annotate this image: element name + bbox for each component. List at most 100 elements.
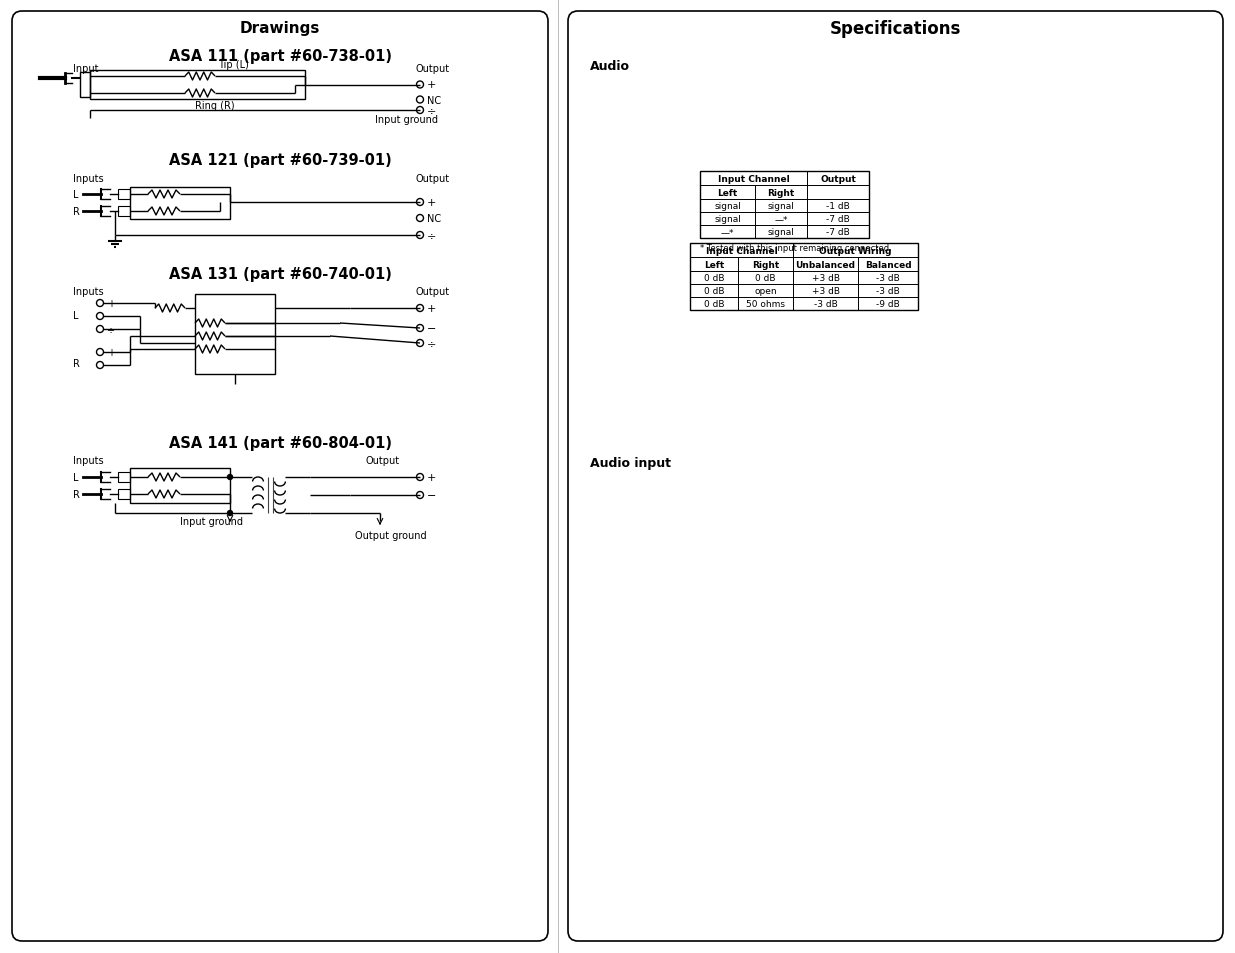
Text: -7 dB: -7 dB [826, 228, 850, 236]
Text: ÷: ÷ [427, 106, 436, 116]
Text: −: − [107, 312, 115, 322]
Text: 0 dB: 0 dB [756, 274, 776, 283]
Text: +: + [427, 198, 436, 208]
Text: Right: Right [752, 260, 779, 269]
Text: NC: NC [427, 95, 441, 106]
Bar [793, 285, 858, 297]
Bar [858, 257, 918, 272]
Text: -3 dB: -3 dB [876, 287, 900, 295]
Bar [806, 172, 869, 186]
Text: Inputs: Inputs [73, 456, 104, 465]
Text: Input: Input [73, 64, 99, 74]
Bar [690, 285, 739, 297]
Text: Left: Left [704, 260, 724, 269]
Bar [700, 172, 806, 186]
Text: ASA 141 (part #60-804-01): ASA 141 (part #60-804-01) [168, 436, 391, 451]
Text: 0 dB: 0 dB [704, 299, 724, 309]
Text: Ring (R): Ring (R) [195, 101, 235, 111]
Bar [119, 207, 130, 216]
Bar [806, 226, 869, 239]
Text: Left: Left [718, 189, 737, 197]
Text: -1 dB: -1 dB [826, 202, 850, 211]
Text: Tip (L): Tip (L) [219, 60, 249, 70]
Text: Output Wiring: Output Wiring [819, 246, 892, 255]
Text: Audio input: Audio input [590, 457, 671, 470]
Bar [793, 257, 858, 272]
Bar [130, 469, 230, 503]
Bar [739, 285, 793, 297]
Bar [690, 257, 739, 272]
Text: Unbalanced: Unbalanced [795, 260, 856, 269]
Bar [739, 257, 793, 272]
Bar [755, 226, 806, 239]
Bar [119, 490, 130, 499]
Bar [690, 244, 793, 257]
Text: signal: signal [714, 202, 741, 211]
Text: ASA 121 (part #60-739-01): ASA 121 (part #60-739-01) [169, 153, 391, 169]
Text: ÷: ÷ [107, 325, 115, 335]
Text: L: L [73, 190, 79, 200]
Bar [739, 297, 793, 311]
Text: —*: —* [774, 214, 788, 224]
Bar [793, 297, 858, 311]
Text: ÷: ÷ [427, 338, 436, 349]
Text: Output: Output [415, 173, 450, 184]
Bar [858, 285, 918, 297]
Text: Output: Output [366, 456, 399, 465]
Bar [739, 272, 793, 285]
Text: +: + [427, 473, 436, 482]
Text: -9 dB: -9 dB [876, 299, 900, 309]
Bar [690, 272, 739, 285]
Text: −: − [427, 491, 436, 500]
Bar [700, 200, 755, 213]
Text: Input Channel: Input Channel [718, 174, 789, 183]
Text: Inputs: Inputs [73, 173, 104, 184]
Text: open: open [755, 287, 777, 295]
Text: signal: signal [768, 228, 794, 236]
Text: +: + [107, 348, 115, 357]
Text: Output: Output [820, 174, 856, 183]
Bar [90, 71, 305, 100]
Bar [858, 297, 918, 311]
Bar [119, 473, 130, 482]
Text: ASA 111 (part #60-738-01): ASA 111 (part #60-738-01) [168, 49, 391, 64]
Text: Input Channel: Input Channel [705, 246, 777, 255]
Text: R: R [73, 490, 80, 499]
Text: Input ground: Input ground [180, 517, 243, 526]
Text: ÷: ÷ [427, 231, 436, 241]
Text: Input ground: Input ground [375, 115, 438, 125]
Bar [700, 226, 755, 239]
Text: 50 ohms: 50 ohms [746, 299, 785, 309]
Text: -7 dB: -7 dB [826, 214, 850, 224]
Text: +: + [427, 80, 436, 91]
Text: Drawings: Drawings [240, 22, 320, 36]
Text: —*: —* [721, 228, 735, 236]
Bar [806, 200, 869, 213]
Bar [793, 272, 858, 285]
Text: ASA 131 (part #60-740-01): ASA 131 (part #60-740-01) [168, 266, 391, 281]
Text: Inputs: Inputs [73, 287, 104, 296]
Text: signal: signal [714, 214, 741, 224]
Bar [690, 244, 918, 311]
Text: Balanced: Balanced [864, 260, 911, 269]
Text: +: + [107, 298, 115, 309]
Bar [806, 213, 869, 226]
Text: Output: Output [415, 287, 450, 296]
Text: −: − [107, 360, 115, 371]
Bar [80, 73, 90, 98]
Text: L: L [73, 311, 79, 320]
Text: Right: Right [767, 189, 794, 197]
Bar [755, 213, 806, 226]
Bar [195, 294, 275, 375]
Bar [119, 190, 130, 200]
Bar [755, 200, 806, 213]
Text: L: L [73, 473, 79, 482]
Text: Audio: Audio [590, 59, 630, 72]
Bar [755, 186, 806, 200]
Text: 0 dB: 0 dB [704, 274, 724, 283]
Bar [806, 186, 869, 200]
Bar [793, 244, 918, 257]
Text: +: + [427, 304, 436, 314]
Text: 0 dB: 0 dB [704, 287, 724, 295]
Text: Output: Output [415, 64, 450, 74]
